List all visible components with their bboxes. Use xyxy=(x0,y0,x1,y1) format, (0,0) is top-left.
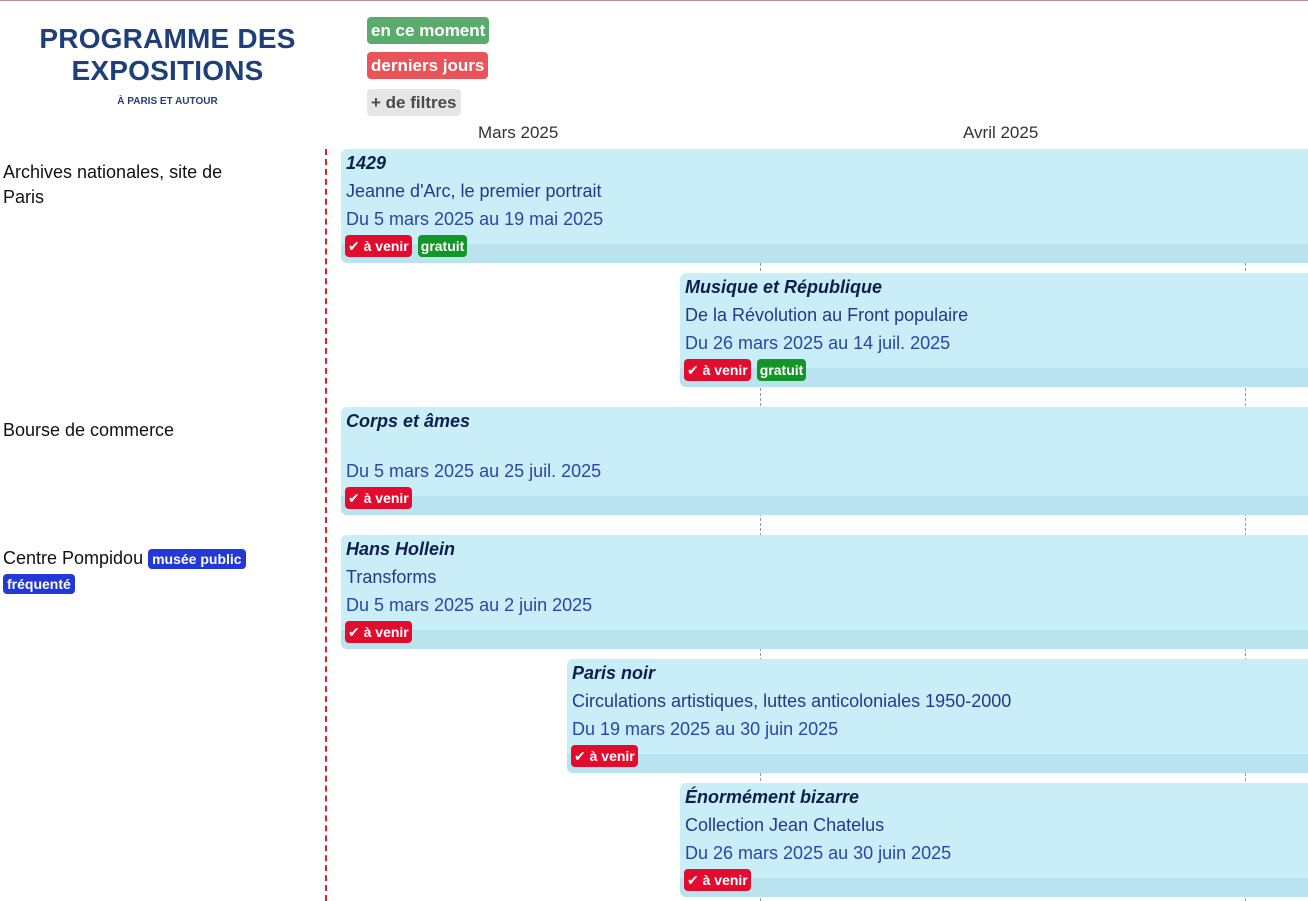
venue-centre-pompidou[interactable]: Centre Pompidou musée public fréquenté xyxy=(3,546,263,596)
page-title: PROGRAMME DES EXPOSITIONS xyxy=(39,23,296,86)
exhibition-title: Hans Hollein xyxy=(346,539,456,559)
upcoming-badge: ✔ à venir xyxy=(684,869,751,891)
exhibition-title: Musique et République xyxy=(685,277,883,297)
exhibition-subtitle: Transforms xyxy=(346,567,437,587)
venue-archives-nationales[interactable]: Archives nationales, site de Paris xyxy=(3,160,263,210)
exhibition-subtitle: Collection Jean Chatelus xyxy=(685,815,885,835)
bar-band xyxy=(680,368,1308,387)
exhibition-subtitle: De la Révolution au Front populaire xyxy=(685,305,969,325)
upcoming-badge: ✔ à venir xyxy=(684,359,751,381)
today-line xyxy=(325,149,327,901)
bar-band xyxy=(341,630,1308,649)
bar-band xyxy=(341,244,1308,263)
upcoming-badge: ✔ à venir xyxy=(345,621,412,643)
venue-tag-frequented[interactable]: fréquenté xyxy=(3,574,75,594)
filter-last-days-button[interactable]: derniers jours xyxy=(367,52,489,79)
upcoming-badge: ✔ à venir xyxy=(345,487,412,509)
exhibition-bar[interactable]: Musique et République De la Révolution a… xyxy=(680,273,1308,387)
filter-now-button[interactable]: en ce moment xyxy=(367,17,490,44)
exhibition-dates: Du 19 mars 2025 au 30 juin 2025 xyxy=(572,719,839,739)
exhibition-dates: Du 5 mars 2025 au 19 mai 2025 xyxy=(346,209,604,229)
exhibition-subtitle: Circulations artistiques, luttes anticol… xyxy=(572,691,1012,711)
exhibition-bar[interactable]: Énormément bizarre Collection Jean Chate… xyxy=(680,783,1308,897)
page-subtitle: À PARIS ET AUTOUR xyxy=(117,96,218,107)
bar-band xyxy=(680,878,1308,897)
venue-name: Bourse de commerce xyxy=(3,420,175,440)
venue-name: Archives nationales, site de Paris xyxy=(3,162,223,207)
exhibition-bar[interactable]: Hans Hollein Transforms Du 5 mars 2025 a… xyxy=(341,535,1308,649)
exhibition-dates: Du 5 mars 2025 au 25 juil. 2025 xyxy=(346,461,602,481)
exhibition-title: Énormément bizarre xyxy=(685,787,860,807)
exhibition-title: Corps et âmes xyxy=(346,411,471,431)
month-label-march: Mars 2025 xyxy=(478,123,559,142)
free-badge: gratuit xyxy=(756,359,807,381)
exhibition-bar[interactable]: 1429 Jeanne d'Arc, le premier portrait D… xyxy=(341,149,1308,263)
exhibition-title: Paris noir xyxy=(572,663,656,683)
exhibition-bar[interactable]: Paris noir Circulations artistiques, lut… xyxy=(567,659,1308,773)
bar-band xyxy=(341,496,1308,515)
more-filters-button[interactable]: + de filtres xyxy=(367,89,461,116)
exhibition-bar[interactable]: Corps et âmes Du 5 mars 2025 au 25 juil.… xyxy=(341,407,1308,515)
exhibition-subtitle: Jeanne d'Arc, le premier portrait xyxy=(346,181,602,201)
exhibition-dates: Du 5 mars 2025 au 2 juin 2025 xyxy=(346,595,593,615)
upcoming-badge: ✔ à venir xyxy=(571,745,638,767)
bar-band xyxy=(567,754,1308,773)
month-label-april: Avril 2025 xyxy=(963,123,1039,142)
exhibition-dates: Du 26 mars 2025 au 14 juil. 2025 xyxy=(685,333,951,353)
venue-name: Centre Pompidou xyxy=(3,548,144,568)
exhibition-title: 1429 xyxy=(346,153,387,173)
exhibition-dates: Du 26 mars 2025 au 30 juin 2025 xyxy=(685,843,952,863)
venue-bourse-de-commerce[interactable]: Bourse de commerce xyxy=(3,418,263,443)
free-badge: gratuit xyxy=(417,235,468,257)
upcoming-badge: ✔ à venir xyxy=(345,235,412,257)
venue-tag-public-museum[interactable]: musée public xyxy=(148,549,246,569)
